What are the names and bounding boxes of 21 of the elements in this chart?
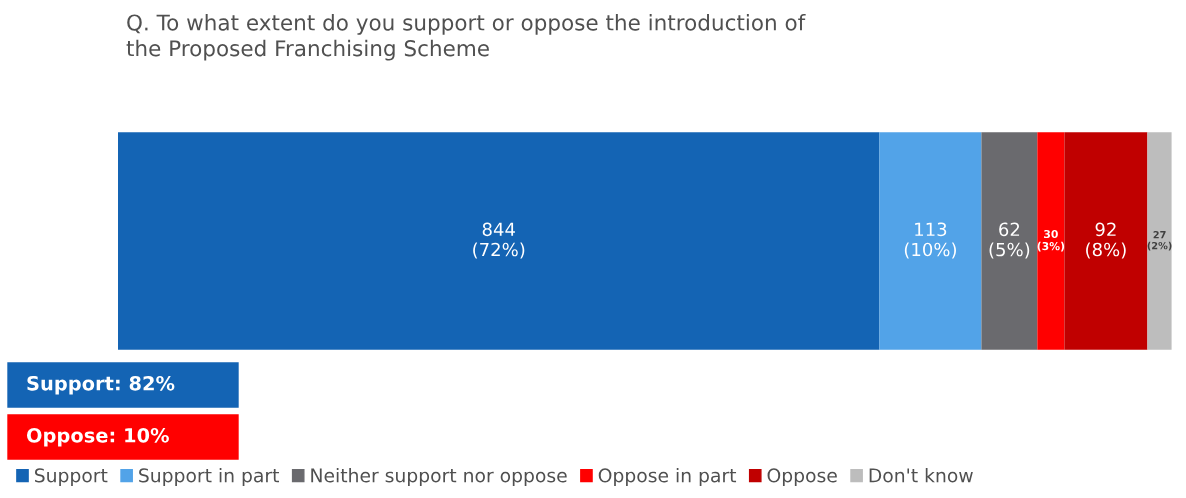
bar: [1064, 132, 1148, 350]
legend-label: Don't know: [869, 467, 973, 483]
bar: [981, 132, 1038, 350]
legend-label: Support: [34, 468, 108, 487]
bar: [1147, 132, 1172, 350]
text: Support: 82%: [27, 375, 175, 395]
data-label: 844 (72%): [473, 222, 525, 259]
text: Oppose: 10%: [26, 427, 169, 447]
chart-title: Q. To what extent do you support or oppose the introduction of the Proposed Franchising Scheme: [126, 14, 806, 61]
legend-label: Oppose: [767, 468, 837, 487]
bar: [118, 132, 880, 350]
bar: [1037, 132, 1065, 350]
data-label: 30 (3%): [1037, 229, 1065, 252]
bar: [879, 132, 982, 350]
data-label: 62 (5%): [989, 222, 1030, 259]
data-label: 113 (10%): [904, 222, 956, 259]
legend-label: Support in part: [139, 467, 280, 487]
legend-label: Oppose in part: [598, 467, 737, 487]
data-label: 92 (8%): [1086, 222, 1126, 259]
data-label: 27 (2%): [1147, 231, 1172, 251]
legend-label: Neither support nor oppose: [311, 467, 567, 487]
